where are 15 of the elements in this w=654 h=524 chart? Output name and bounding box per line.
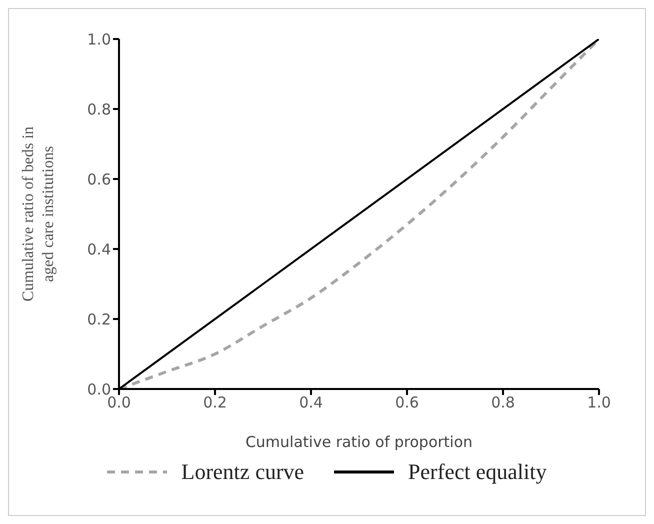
y-tick-label: 0.8	[87, 100, 111, 118]
legend-label: Lorentz curve	[181, 459, 304, 485]
x-axis-title: Cumulative ratio of proportion	[245, 433, 473, 451]
y-tick-label: 1.0	[87, 30, 111, 48]
y-tick-label: 0.6	[87, 170, 111, 188]
x-tick-label: 0.8	[491, 394, 515, 412]
x-tick-label: 0.0	[107, 394, 131, 412]
x-tick-label: 0.4	[299, 394, 323, 412]
y-tick-label: 0.4	[87, 240, 111, 258]
y-tick-label: 0.2	[87, 310, 111, 328]
legend-label: Perfect equality	[408, 459, 547, 485]
y-axis-title: Cumulative ratio of beds in aged care institutions	[20, 126, 57, 302]
x-tick-label: 0.6	[395, 394, 419, 412]
x-tick-label: 1.0	[587, 394, 611, 412]
x-tick-label: 0.2	[203, 394, 227, 412]
